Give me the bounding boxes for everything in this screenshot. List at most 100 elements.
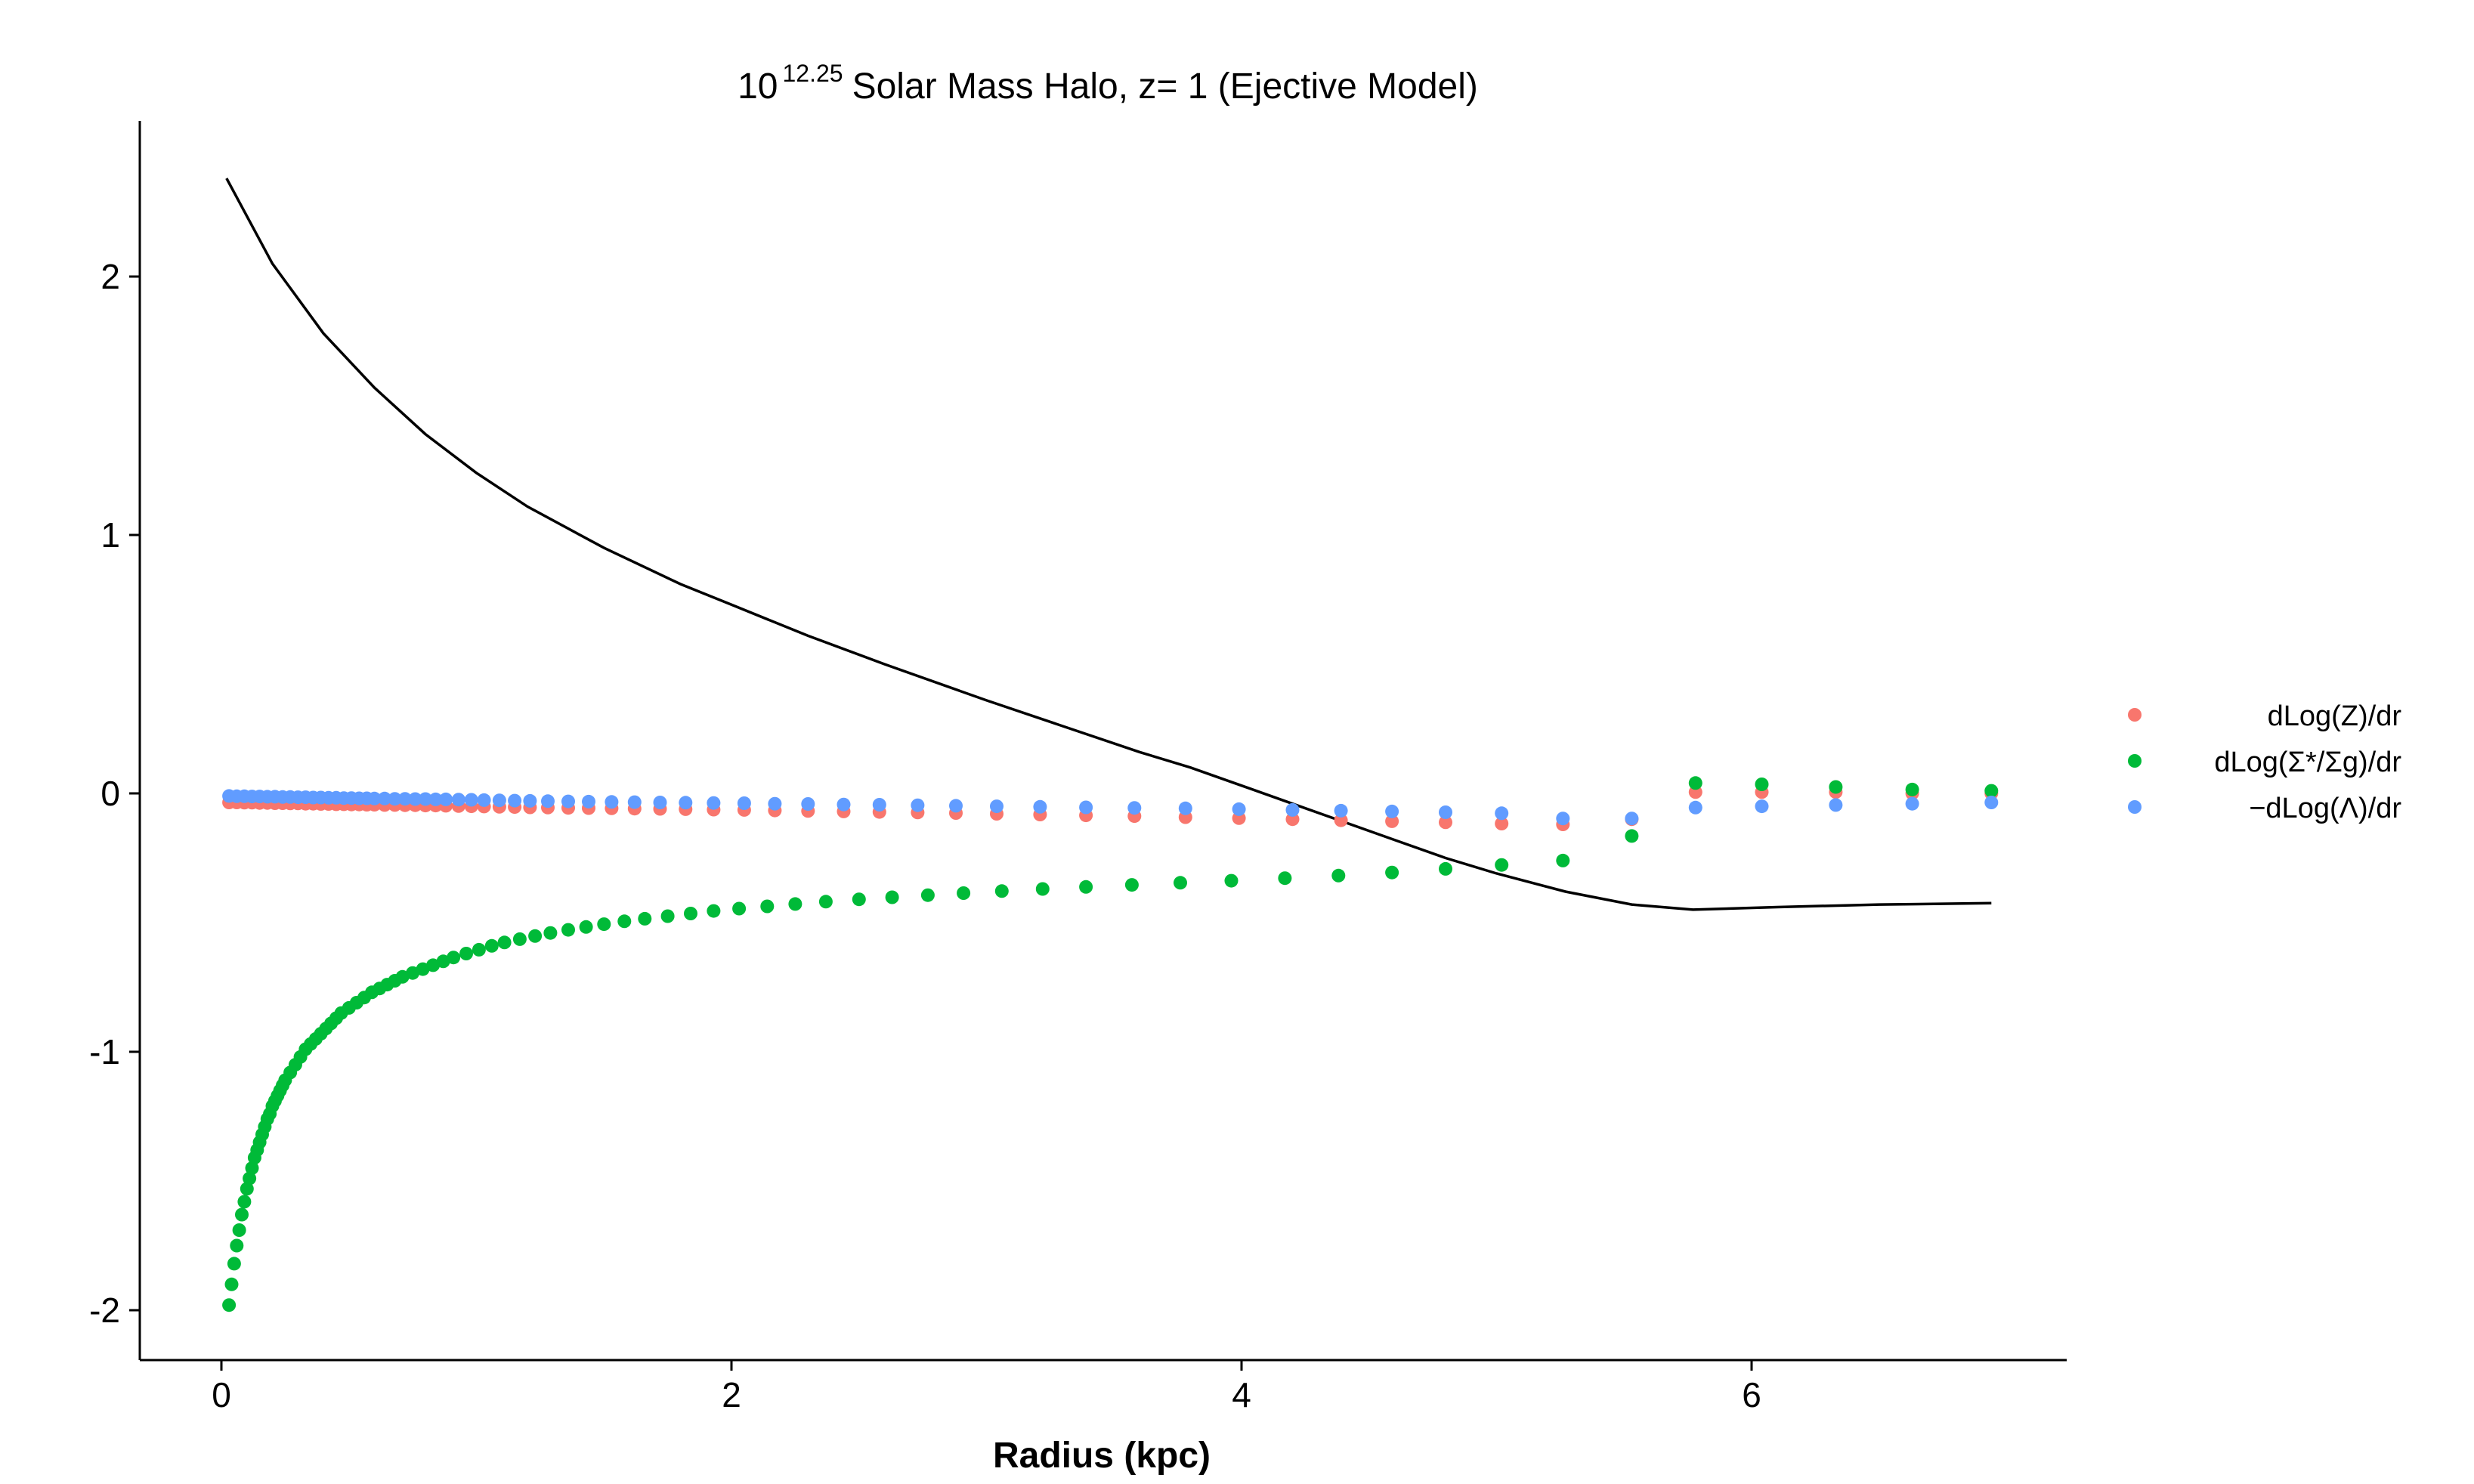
data-point [1079, 880, 1093, 894]
data-point [1829, 798, 1843, 812]
data-point [237, 1195, 252, 1209]
data-point [605, 795, 619, 809]
data-point [1495, 817, 1509, 830]
data-point [492, 793, 506, 808]
data-point [561, 794, 575, 808]
data-point [245, 1161, 259, 1175]
data-point [597, 917, 611, 932]
data-point [920, 888, 935, 902]
data-point [1755, 778, 1769, 791]
data-point [872, 798, 886, 812]
data-point [885, 890, 899, 904]
data-point [1556, 812, 1570, 826]
data-point [707, 904, 721, 918]
data-point [419, 792, 432, 806]
data-point [224, 1277, 239, 1291]
data-point [684, 907, 697, 920]
data-point [1285, 802, 1300, 817]
chart-title-text: Solar Mass Halo, z= 1 (Ejective Model) [852, 66, 1478, 107]
data-point [737, 796, 751, 810]
x-axis-ticks: 0 2 4 6 [212, 1360, 1761, 1414]
data-point [911, 798, 925, 812]
points-layer [222, 776, 1999, 1312]
data-point [1278, 871, 1292, 886]
chart-title-exponent: 12.25 [783, 60, 843, 87]
data-point [426, 958, 441, 972]
data-point [732, 901, 747, 916]
data-point [1984, 784, 1999, 798]
data-point [801, 797, 815, 811]
data-point [660, 909, 675, 923]
line-layer [225, 178, 1992, 911]
legend-item-surface-density-ratio: dLog(Σ*/Σg)/dr [2128, 747, 2401, 778]
series-1 [222, 776, 1999, 1312]
data-point [1224, 873, 1239, 888]
data-point [1625, 812, 1639, 826]
data-point [484, 938, 499, 953]
data-point [1124, 878, 1139, 892]
data-point [439, 792, 453, 806]
data-point [627, 795, 642, 809]
data-point [367, 791, 382, 805]
y-tick-label: 1 [101, 515, 120, 555]
data-point [395, 969, 410, 984]
data-point [1625, 829, 1639, 843]
data-point [1232, 802, 1246, 816]
data-point [818, 895, 833, 909]
data-point [230, 1238, 244, 1253]
data-point [1688, 800, 1702, 815]
data-point [949, 799, 963, 813]
y-tick-label: -1 [89, 1032, 120, 1071]
data-point [408, 792, 422, 806]
data-point [398, 792, 412, 806]
data-point [1984, 796, 1999, 809]
data-point [1178, 801, 1192, 815]
data-point [240, 1182, 254, 1196]
data-point [1439, 815, 1452, 830]
x-tick-label: 6 [1742, 1375, 1761, 1414]
data-point [472, 942, 486, 957]
data-point [760, 899, 775, 914]
data-point [837, 797, 851, 812]
legend-key-surface-density-ratio [2128, 754, 2142, 768]
data-point [523, 793, 537, 808]
data-point [768, 796, 782, 811]
data-point [1035, 882, 1050, 896]
data-point [388, 792, 402, 806]
data-point [1385, 804, 1399, 818]
data-point [447, 951, 461, 965]
data-point [1439, 805, 1452, 819]
data-point [1334, 803, 1348, 818]
data-point [994, 884, 1009, 898]
y-axis-ticks: -2 -1 0 1 2 [89, 257, 140, 1330]
legend-label-metallicity: dLog(Z)/dr [2268, 700, 2402, 732]
data-point [406, 966, 420, 980]
data-point [543, 926, 558, 940]
data-point [459, 947, 473, 960]
data-point [1556, 853, 1570, 867]
data-point [232, 1223, 246, 1237]
data-point [508, 793, 522, 808]
data-point [582, 794, 595, 808]
data-point [1688, 776, 1702, 790]
y-tick-label: -2 [89, 1291, 120, 1330]
x-tick-label: 2 [722, 1375, 741, 1414]
data-point [707, 796, 721, 810]
data-point [243, 1171, 257, 1186]
legend-key-metallicity [2128, 708, 2142, 722]
data-point [1495, 806, 1509, 821]
data-point [1285, 812, 1300, 827]
data-point [1905, 796, 1919, 811]
data-point [1905, 782, 1919, 796]
data-point [1079, 800, 1093, 815]
data-point [679, 796, 693, 810]
legend-label-lambda: −dLog(Λ)/dr [2249, 793, 2401, 824]
data-point [1331, 868, 1346, 883]
series-2 [222, 789, 1999, 826]
data-point [477, 793, 491, 807]
data-point [579, 920, 593, 934]
y-tick-label: 2 [101, 257, 120, 296]
data-point [957, 886, 971, 900]
